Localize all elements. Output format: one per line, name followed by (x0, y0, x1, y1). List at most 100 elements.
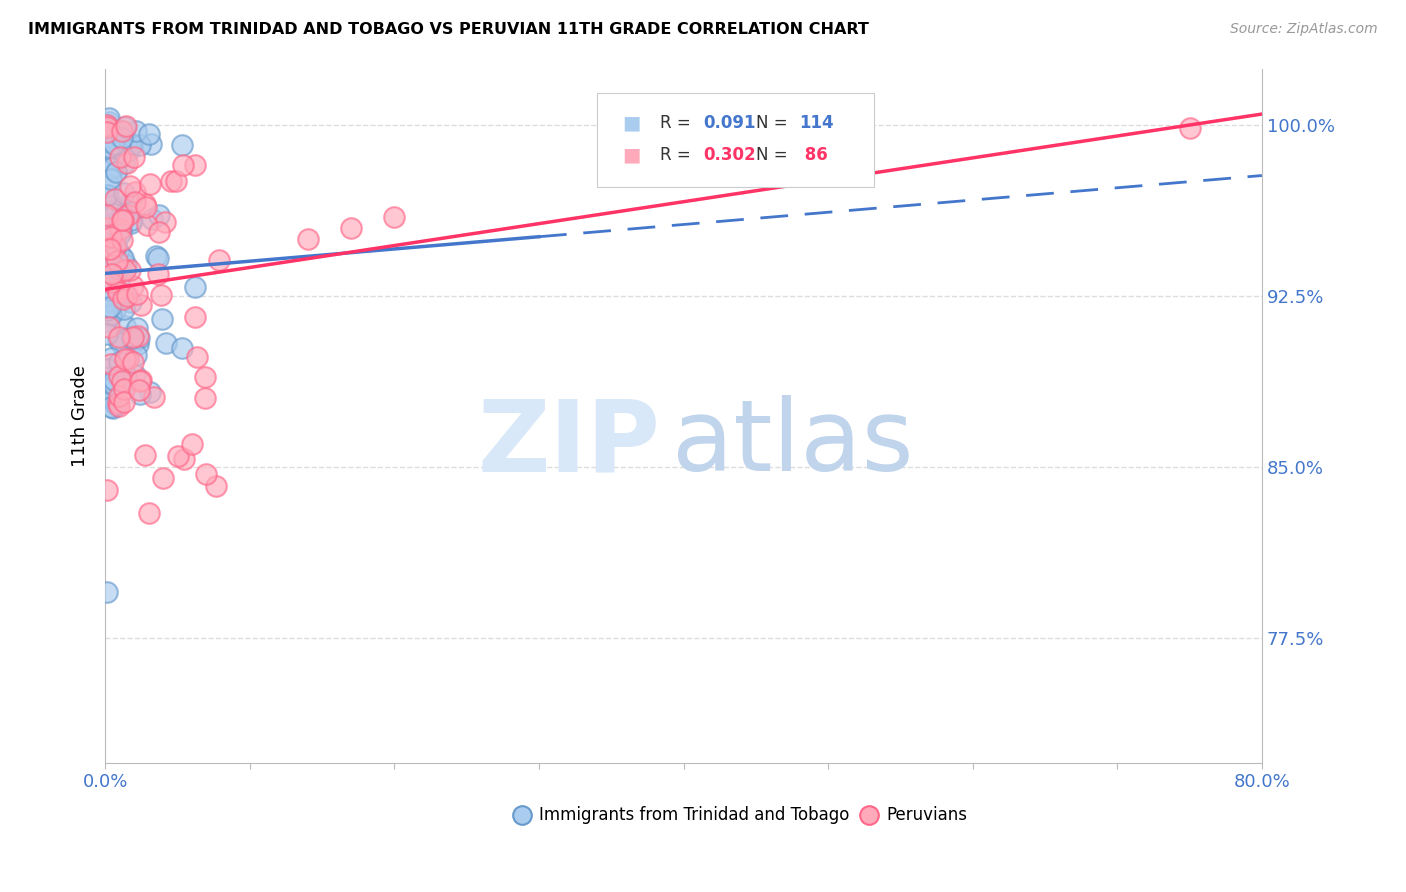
Point (100, 392, 122, 406)
Point (672, 120, 695, 135)
Text: R =: R = (661, 113, 696, 132)
Point (98, 279, 121, 293)
Point (103, 161, 125, 175)
Point (134, 197, 156, 211)
Point (103, 139, 125, 153)
Point (100, 161, 122, 176)
Point (107, 389, 129, 403)
Point (118, 178, 141, 193)
Point (107, 254, 129, 268)
Point (165, 173, 187, 187)
Point (138, 506, 160, 520)
Point (118, 144, 141, 158)
Text: R =: R = (661, 146, 696, 164)
Point (142, 390, 165, 404)
Point (107, 244, 129, 259)
Text: N =: N = (756, 146, 793, 164)
Point (110, 223, 132, 237)
Point (105, 282, 128, 296)
Point (103, 126, 125, 140)
Point (155, 215, 177, 229)
Point (148, 208, 170, 222)
Point (111, 124, 134, 138)
Point (118, 262, 141, 277)
Point (107, 395, 129, 409)
Point (96, 208, 118, 222)
Point (104, 165, 127, 179)
Text: 0.302: 0.302 (703, 146, 756, 164)
Point (111, 212, 134, 227)
Point (117, 208, 139, 222)
Point (155, 336, 177, 351)
Point (98, 115, 121, 129)
Point (108, 222, 131, 236)
Text: 114: 114 (799, 113, 834, 132)
Point (104, 256, 127, 270)
Text: atlas: atlas (672, 395, 914, 492)
Point (129, 373, 152, 387)
FancyBboxPatch shape (596, 93, 875, 186)
Point (172, 158, 194, 172)
Point (117, 351, 139, 366)
Point (117, 204, 139, 219)
Point (105, 202, 128, 217)
Point (103, 137, 125, 152)
Point (97, 187, 120, 202)
Point (111, 131, 134, 145)
Point (148, 252, 170, 266)
Point (103, 401, 125, 415)
Point (129, 298, 152, 312)
Point (122, 149, 145, 163)
Point (134, 448, 156, 462)
Point (139, 384, 162, 399)
Point (98, 254, 121, 268)
Point (96, 483, 118, 497)
Point (111, 288, 134, 302)
Point (121, 137, 143, 152)
Point (112, 302, 135, 317)
Point (104, 398, 127, 412)
Point (112, 186, 135, 200)
Point (127, 337, 149, 351)
Point (181, 437, 204, 451)
Point (97, 362, 120, 376)
Point (111, 208, 134, 222)
Point (101, 228, 124, 243)
Point (125, 348, 148, 362)
Point (96, 376, 118, 390)
Point (112, 292, 135, 306)
Point (115, 258, 138, 272)
Point (96, 118, 118, 132)
Point (184, 310, 207, 325)
Point (96, 125, 118, 139)
Point (107, 277, 129, 291)
Point (128, 383, 150, 397)
Point (104, 303, 127, 318)
Point (148, 225, 170, 239)
Point (112, 382, 135, 396)
Point (97, 178, 120, 192)
Point (111, 213, 134, 227)
Point (194, 370, 217, 384)
Point (128, 387, 150, 401)
Point (103, 239, 125, 253)
Point (100, 229, 122, 244)
Point (100, 300, 122, 314)
Text: Source: ZipAtlas.com: Source: ZipAtlas.com (1230, 22, 1378, 37)
Point (96, 120, 118, 135)
Point (100, 198, 122, 212)
Point (103, 258, 125, 272)
Point (108, 212, 131, 227)
Point (121, 331, 143, 345)
Point (127, 286, 149, 301)
Point (96, 220, 118, 235)
Point (184, 280, 207, 294)
Point (98, 242, 121, 256)
Point (96, 314, 118, 328)
Point (136, 218, 159, 232)
Point (98, 240, 121, 254)
Point (172, 341, 194, 355)
Point (114, 318, 136, 333)
Point (159, 174, 181, 188)
Point (103, 373, 125, 387)
